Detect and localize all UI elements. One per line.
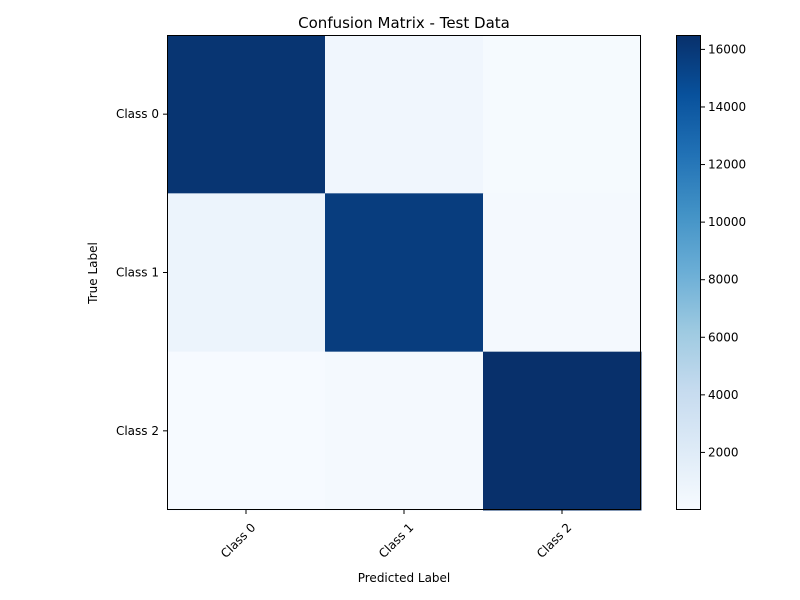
heatmap-cell-r1-c2	[483, 193, 642, 353]
heatmap-cell-r2-c1	[325, 351, 484, 511]
colorbar-tick-label-0: 2000	[708, 445, 739, 459]
x-tick-label-2: Class 2	[534, 520, 574, 560]
y-axis-ticks: Class 0 Class 1 Class 2	[116, 107, 167, 438]
colorbar-tick-label-5: 12000	[708, 158, 746, 172]
y-tick-label-2: Class 2	[116, 424, 159, 438]
colorbar-tick-label-1: 4000	[708, 388, 739, 402]
colorbar-tick-label-7: 16000	[708, 42, 746, 56]
x-tick-label-0: Class 0	[218, 520, 258, 560]
heatmap-cell-r0-c2	[483, 35, 642, 194]
x-axis-label: Predicted Label	[358, 571, 451, 585]
heatmap-cells	[167, 35, 642, 511]
chart-title: Confusion Matrix - Test Data	[298, 14, 510, 32]
colorbar-tick-label-2: 6000	[708, 330, 739, 344]
plot-frame	[167, 35, 641, 510]
y-tick-label-0: Class 0	[116, 107, 159, 121]
y-tick-label-1: Class 1	[116, 266, 159, 280]
colorbar-tick-label-3: 8000	[708, 273, 739, 287]
heatmap-cell-r1-c1	[325, 193, 484, 353]
heatmap-cell-r0-c0	[167, 35, 326, 194]
x-axis-ticks: Class 0 Class 1 Class 2	[218, 510, 574, 561]
x-tick-label-1: Class 1	[376, 520, 416, 560]
y-axis-label: True Label	[86, 242, 100, 305]
colorbar-tick-label-6: 14000	[708, 100, 746, 114]
colorbar	[676, 35, 701, 510]
heatmap-cell-r2-c2	[483, 351, 642, 511]
heatmap-cell-r2-c0	[167, 351, 326, 511]
heatmap-cell-r1-c0	[167, 193, 326, 353]
colorbar-ticks: 2000 4000 6000 8000 10000 12000 14000 16000	[701, 42, 746, 459]
heatmap-cell-r0-c1	[325, 35, 484, 194]
colorbar-tick-label-4: 10000	[708, 215, 746, 229]
